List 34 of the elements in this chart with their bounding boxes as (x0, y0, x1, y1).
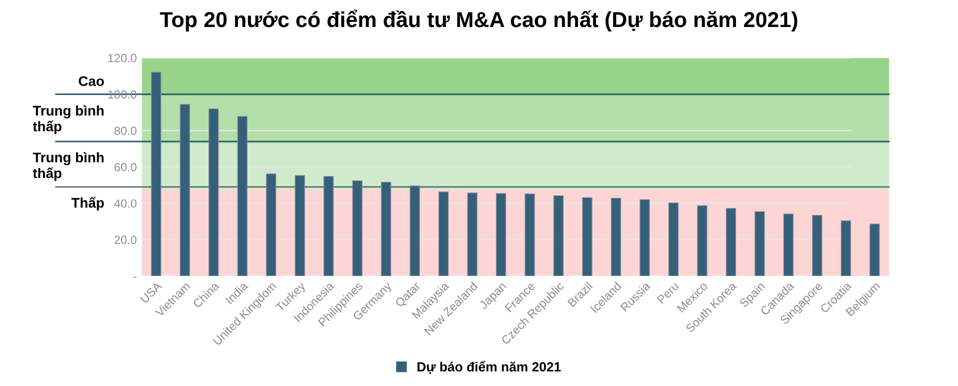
bar (467, 192, 478, 276)
bar (266, 174, 276, 276)
y-tick-label: 120.0 (108, 54, 136, 62)
y-tick-label: 80.0 (114, 126, 136, 135)
bar (640, 199, 650, 276)
y-tick-label: 20.0 (114, 236, 136, 244)
bar (380, 182, 392, 276)
band-label: Cao (78, 76, 104, 86)
bar (324, 176, 334, 276)
bar (697, 205, 708, 276)
bar (496, 193, 506, 276)
y-tick-label: - (134, 276, 136, 278)
bar (524, 193, 535, 276)
legend-label: Dự báo điểm năm 2021 (418, 360, 561, 374)
band-label: Trung bình thấp (32, 105, 104, 134)
bar (610, 198, 622, 276)
bar (870, 224, 880, 276)
y-tick-label: 40.0 (114, 199, 136, 208)
bar (840, 220, 852, 276)
band-label: Trung bình thấp (32, 152, 104, 181)
bar (438, 191, 449, 276)
bar (410, 185, 420, 276)
bar (352, 180, 362, 276)
bar (294, 175, 305, 276)
bar (812, 214, 822, 276)
bar (726, 208, 736, 276)
bar (668, 202, 679, 276)
y-tick-label: 60.0 (114, 162, 136, 172)
bar (754, 211, 765, 276)
band-label: Thấp (71, 196, 104, 210)
chart-title: Top 20 nước có điểm đầu tư M&A cao nhất (Dự báo năm 2021) (160, 10, 798, 32)
bar (783, 214, 794, 276)
bar (553, 195, 564, 276)
bar (582, 197, 592, 276)
